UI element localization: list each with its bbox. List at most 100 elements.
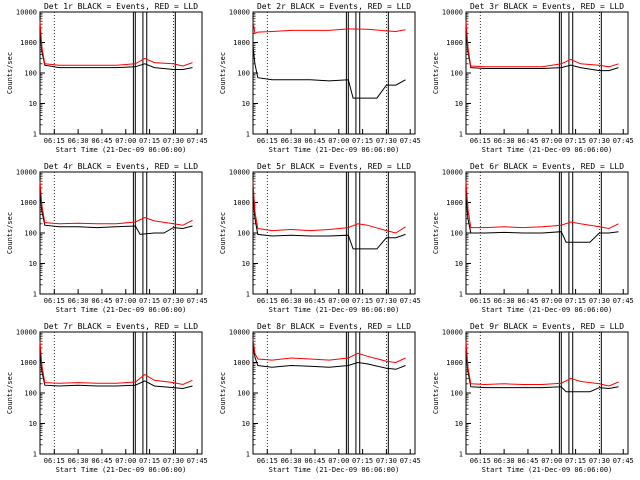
y-tick-label: 100 <box>237 390 250 398</box>
y-tick-label: 1000 <box>446 39 463 47</box>
y-tick-label: 100 <box>450 390 463 398</box>
x-tick-label: 06:30 <box>281 137 302 145</box>
x-tick-label: 07:00 <box>328 457 349 465</box>
x-tick-label: 06:15 <box>257 137 278 145</box>
y-tick-label: 1000 <box>233 359 250 367</box>
series-events-line <box>465 193 619 243</box>
y-tick-label: 10 <box>29 420 37 428</box>
chart-panel-5: Det 5r BLACK = Events, RED = LLD 1 10 100 10… <box>213 160 426 320</box>
series-lld-line <box>39 21 193 67</box>
y-tick-label: 1000 <box>20 39 37 47</box>
x-axis-label: Start Time (21-Dec-09 06:06:00) <box>269 146 400 154</box>
chart-svg-6: Det 6r BLACK = Events, RED = LLD 1 10 100 10… <box>432 162 634 314</box>
x-tick-label: 07:00 <box>541 137 562 145</box>
series-events-line <box>252 45 406 99</box>
x-axis-label: Start Time (21-Dec-09 06:06:00) <box>269 306 400 314</box>
y-tick-label: 1 <box>246 291 250 299</box>
y-tick-label: 1000 <box>20 199 37 207</box>
plot-frame <box>39 331 203 455</box>
y-axis-label: Counts/sec <box>432 52 440 94</box>
x-tick-label: 06:45 <box>304 457 325 465</box>
series-lld-line <box>39 181 193 226</box>
x-tick-label: 07:45 <box>187 457 208 465</box>
y-axis-label: Counts/sec <box>6 372 14 414</box>
x-tick-label: 07:30 <box>589 137 610 145</box>
chart-svg-9: Det 9r BLACK = Events, RED = LLD 1 10 100 10… <box>432 322 634 474</box>
x-tick-label: 07:30 <box>376 137 397 145</box>
x-tick-label: 06:30 <box>281 457 302 465</box>
x-tick-label: 06:30 <box>68 137 89 145</box>
x-tick-label: 07:15 <box>565 457 586 465</box>
chart-title: Det 9r BLACK = Events, RED = LLD <box>470 322 624 331</box>
y-tick-label: 100 <box>24 230 37 238</box>
y-tick-label: 1 <box>459 291 463 299</box>
x-tick-label: 07:00 <box>115 137 136 145</box>
y-axis-label: Counts/sec <box>219 52 227 94</box>
chart-panel-1: Det 1r BLACK = Events, RED = LLD 1 10 100 10… <box>0 0 213 160</box>
y-tick-label: 1 <box>33 451 37 459</box>
x-tick-label: 06:30 <box>68 457 89 465</box>
x-tick-label: 07:15 <box>139 457 160 465</box>
y-tick-label: 10 <box>29 260 37 268</box>
plot-frame <box>465 331 629 455</box>
x-tick-label: 07:15 <box>565 297 586 305</box>
chart-svg-2: Det 2r BLACK = Events, RED = LLD 1 10 100 10… <box>219 2 421 154</box>
series-events-line <box>465 27 619 72</box>
chart-panel-4: Det 4r BLACK = Events, RED = LLD 1 10 100 10… <box>0 160 213 320</box>
x-tick-label: 07:30 <box>376 297 397 305</box>
chart-title: Det 8r BLACK = Events, RED = LLD <box>257 322 411 331</box>
x-tick-label: 06:45 <box>517 137 538 145</box>
x-tick-label: 07:00 <box>541 457 562 465</box>
y-tick-label: 10 <box>29 100 37 108</box>
x-tick-label: 06:45 <box>304 137 325 145</box>
y-tick-label: 10 <box>455 100 463 108</box>
y-tick-label: 10000 <box>229 329 250 337</box>
y-axis-label: Counts/sec <box>432 372 440 414</box>
x-tick-label: 06:45 <box>517 457 538 465</box>
x-tick-label: 07:45 <box>613 137 634 145</box>
chart-title: Det 3r BLACK = Events, RED = LLD <box>470 2 624 11</box>
x-axis-label: Start Time (21-Dec-09 06:06:00) <box>56 466 187 474</box>
x-tick-label: 07:30 <box>589 457 610 465</box>
series-events-line <box>39 187 193 235</box>
y-axis-label: Counts/sec <box>6 212 14 254</box>
chart-title: Det 5r BLACK = Events, RED = LLD <box>257 162 411 171</box>
x-tick-label: 07:00 <box>328 137 349 145</box>
series-lld-line <box>39 341 193 386</box>
y-tick-label: 10 <box>242 100 250 108</box>
x-tick-label: 07:30 <box>589 297 610 305</box>
plot-frame <box>465 11 629 135</box>
x-tick-label: 07:00 <box>115 297 136 305</box>
y-axis-label: Counts/sec <box>6 52 14 94</box>
plot-frame <box>252 331 416 455</box>
x-tick-label: 06:45 <box>91 137 112 145</box>
y-axis-label: Counts/sec <box>219 372 227 414</box>
chart-title: Det 2r BLACK = Events, RED = LLD <box>257 2 411 11</box>
y-tick-label: 100 <box>450 70 463 78</box>
x-tick-label: 07:45 <box>400 457 421 465</box>
x-axis-label: Start Time (21-Dec-09 06:06:00) <box>482 146 613 154</box>
x-tick-label: 06:30 <box>494 137 515 145</box>
chart-svg-4: Det 4r BLACK = Events, RED = LLD 1 10 100 10… <box>6 162 208 314</box>
x-tick-label: 06:30 <box>494 457 515 465</box>
chart-panel-7: Det 7r BLACK = Events, RED = LLD 1 10 100 10… <box>0 320 213 480</box>
chart-panel-6: Det 6r BLACK = Events, RED = LLD 1 10 100 10… <box>426 160 639 320</box>
chart-title: Det 6r BLACK = Events, RED = LLD <box>470 162 624 171</box>
series-lld-line <box>465 341 619 387</box>
chart-svg-8: Det 8r BLACK = Events, RED = LLD 1 10 100 10… <box>219 322 421 474</box>
y-tick-label: 10000 <box>16 169 37 177</box>
x-tick-label: 07:00 <box>328 297 349 305</box>
x-tick-label: 07:45 <box>400 137 421 145</box>
y-tick-label: 1 <box>246 451 250 459</box>
x-tick-label: 06:15 <box>470 297 491 305</box>
plot-frame <box>39 11 203 135</box>
y-tick-label: 100 <box>450 230 463 238</box>
y-tick-label: 1 <box>459 451 463 459</box>
x-tick-label: 06:45 <box>91 457 112 465</box>
series-events-line <box>252 193 406 250</box>
x-axis-label: Start Time (21-Dec-09 06:06:00) <box>269 466 400 474</box>
y-tick-label: 10000 <box>442 9 463 17</box>
y-tick-label: 1 <box>33 131 37 139</box>
y-tick-label: 1000 <box>233 39 250 47</box>
